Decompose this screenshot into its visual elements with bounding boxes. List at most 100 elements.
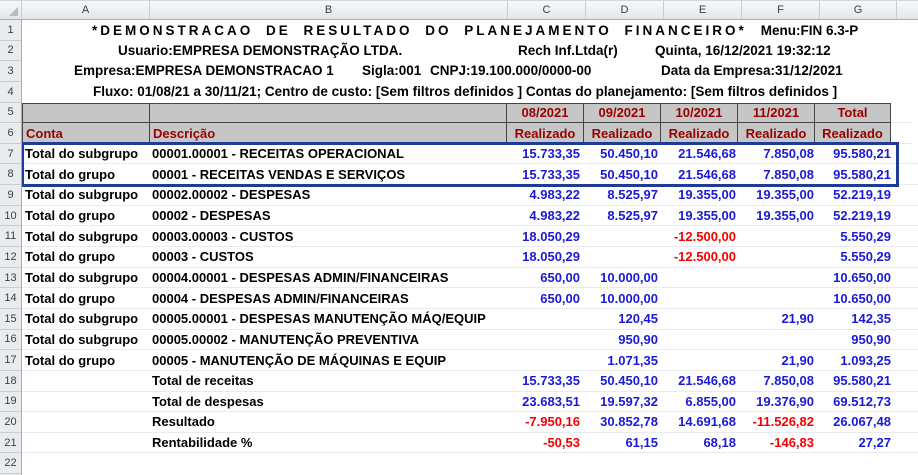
cell-conta[interactable]: Total do grupo (25, 290, 116, 306)
column-header-f[interactable]: F (742, 1, 820, 19)
cell-conta[interactable]: Total do subgrupo (25, 146, 139, 162)
column-header-e[interactable]: E (664, 1, 742, 19)
row-header[interactable]: 20 (0, 412, 21, 433)
cell-conta[interactable]: Total do subgrupo (25, 331, 139, 347)
column-header-b[interactable]: B (150, 1, 508, 19)
cell-value-total[interactable]: 52.219,19 (833, 208, 891, 224)
cell-value-09-2021[interactable]: 10.000,00 (600, 270, 658, 285)
header-month-4[interactable]: 11/2021 (737, 102, 815, 124)
cell-value-11-2021[interactable] (742, 268, 820, 288)
cell-value-total[interactable]: 26.067,48 (833, 414, 891, 430)
cell-value-10-2021[interactable]: 6.855,00 (685, 393, 736, 409)
cell-conta[interactable]: Total do subgrupo (25, 311, 139, 327)
cell-value-10-2021[interactable]: 68,18 (703, 435, 736, 451)
column-header-partial[interactable] (897, 1, 918, 19)
header-realizado-2[interactable]: Realizado (583, 122, 661, 144)
cell-conta[interactable]: Total do subgrupo (25, 187, 139, 203)
row-header[interactable]: 2 (0, 41, 21, 62)
cell-value-total[interactable]: 142,35 (851, 311, 891, 327)
cell-descricao[interactable]: Total de receitas (152, 373, 254, 389)
report-company-row[interactable]: Empresa:EMPRESA DEMONSTRACAO 1 Sigla:001… (22, 61, 918, 82)
cell-value-11-2021[interactable]: 7.850,08 (763, 166, 814, 182)
cell-value-11-2021[interactable] (742, 330, 820, 350)
cell-value-11-2021[interactable]: 7.850,08 (763, 373, 814, 389)
header-realizado-total[interactable]: Realizado (814, 122, 891, 144)
cell-descricao[interactable]: 00003.00003 - CUSTOS (152, 228, 294, 244)
cell-value-08-2021[interactable]: 4.983,22 (529, 208, 580, 224)
cell-value-11-2021[interactable]: 21,90 (781, 352, 814, 368)
column-header-c[interactable]: C (508, 1, 586, 19)
header-conta[interactable]: Conta (22, 122, 150, 144)
cell-value-total[interactable]: 52.219,19 (833, 187, 891, 203)
cell-value-10-2021[interactable] (664, 330, 742, 350)
column-header-d[interactable]: D (586, 1, 664, 19)
row-header[interactable]: 7 (0, 144, 21, 165)
cell-descricao[interactable]: 00002.00002 - DESPESAS (152, 187, 311, 203)
select-all-corner[interactable] (0, 1, 22, 19)
cell-descricao[interactable]: 00003 - CUSTOS (152, 249, 254, 265)
cell-value-09-2021[interactable]: 8.525,97 (607, 187, 658, 203)
column-header-g[interactable]: G (820, 1, 897, 19)
header-month-3[interactable]: 10/2021 (660, 102, 738, 124)
cell-value-11-2021[interactable]: 7.850,08 (763, 146, 814, 162)
cell-value-11-2021[interactable]: -11.526,82 (752, 414, 814, 430)
cell-value-08-2021[interactable]: 15.733,35 (522, 166, 580, 182)
row-header[interactable]: 8 (0, 164, 21, 186)
row-header[interactable]: 16 (0, 330, 21, 351)
cell-descricao[interactable]: 00002 - DESPESAS (152, 208, 271, 224)
cell-value-total[interactable]: 10.650,00 (833, 270, 891, 285)
header-realizado-4[interactable]: Realizado (737, 122, 815, 144)
cell-value-11-2021[interactable] (742, 247, 820, 267)
cell-descricao[interactable]: 00004 - DESPESAS ADMIN/FINANCEIRAS (152, 290, 409, 306)
cell-value-10-2021[interactable] (664, 350, 742, 370)
cell-value-09-2021[interactable]: 19.597,32 (600, 393, 658, 409)
header-month-1[interactable]: 08/2021 (506, 102, 584, 124)
cell-value-10-2021[interactable]: 14.691,68 (678, 414, 736, 430)
cell-value-total[interactable]: 10.650,00 (833, 290, 891, 306)
cell-value-08-2021[interactable]: 650,00 (540, 290, 580, 306)
cell-value-10-2021[interactable]: 21.546,68 (678, 373, 736, 389)
cell-value-08-2021[interactable]: 18.050,29 (522, 249, 580, 265)
cell-conta[interactable]: Total do grupo (25, 208, 116, 224)
row-header[interactable]: 15 (0, 309, 21, 330)
cell-value-08-2021[interactable]: 23.683,51 (522, 393, 580, 409)
report-title-row[interactable]: *DEMONSTRACAO DE RESULTADO DO PLANEJAMEN… (22, 20, 918, 41)
cell-value-09-2021[interactable]: 10.000,00 (600, 290, 658, 306)
cell-value-10-2021[interactable] (664, 268, 742, 288)
cell-conta[interactable] (22, 371, 150, 391)
cell-value-08-2021[interactable]: -7.950,16 (525, 414, 580, 430)
cell-value-total[interactable]: 950,90 (851, 331, 891, 347)
cell-descricao[interactable]: 00005.00002 - MANUTENÇÃO PREVENTIVA (152, 331, 420, 347)
row-header[interactable]: 13 (0, 268, 21, 289)
header-cell-empty-a[interactable] (22, 102, 150, 124)
cell-value-09-2021[interactable]: 61,15 (625, 435, 658, 451)
cell-descricao[interactable]: 00001.00001 - RECEITAS OPERACIONAL (152, 146, 404, 162)
cell-conta[interactable]: Total do grupo (25, 352, 116, 368)
report-user-row[interactable]: Usuario:EMPRESA DEMONSTRAÇÃO LTDA. Rech … (22, 41, 918, 62)
cell-value-08-2021[interactable] (508, 330, 586, 350)
cell-conta[interactable] (22, 412, 150, 432)
cell-descricao[interactable]: 00004.00001 - DESPESAS ADMIN/FINANCEIRAS (152, 270, 449, 285)
row-header[interactable]: 18 (0, 371, 21, 392)
cell-value-11-2021[interactable]: 21,90 (781, 311, 814, 327)
cell-value-09-2021[interactable]: 50.450,10 (600, 373, 658, 389)
cell-value-09-2021[interactable]: 950,90 (618, 331, 658, 347)
cell-value-09-2021[interactable] (586, 226, 664, 246)
cell-value-total[interactable]: 69.512,73 (833, 393, 891, 409)
cell-conta[interactable]: Total do subgrupo (25, 270, 139, 285)
cell-value-10-2021[interactable]: 21.546,68 (678, 166, 736, 182)
cell-value-08-2021[interactable] (508, 309, 586, 329)
cell-descricao[interactable]: 00005 - MANUTENÇÃO DE MÁQUINAS E EQUIP (152, 352, 446, 368)
cell-descricao[interactable]: Resultado (152, 414, 215, 430)
cell-descricao[interactable]: 00001 - RECEITAS VENDAS E SERVIÇOS (152, 166, 406, 182)
cell-value-08-2021[interactable] (508, 350, 586, 370)
cell-value-total[interactable]: 5.550,29 (840, 228, 891, 244)
cell-value-09-2021[interactable]: 1.071,35 (607, 352, 658, 368)
cell-value-08-2021[interactable]: 4.983,22 (529, 187, 580, 203)
row-header[interactable]: 12 (0, 247, 21, 268)
cell-value-10-2021[interactable]: -12.500,00 (673, 228, 736, 244)
cell-value-10-2021[interactable]: 19.355,00 (678, 208, 736, 224)
cell-value-08-2021[interactable]: 15.733,35 (522, 146, 580, 162)
header-descricao[interactable]: Descrição (149, 122, 507, 144)
cell-value-09-2021[interactable]: 30.852,78 (600, 414, 658, 430)
